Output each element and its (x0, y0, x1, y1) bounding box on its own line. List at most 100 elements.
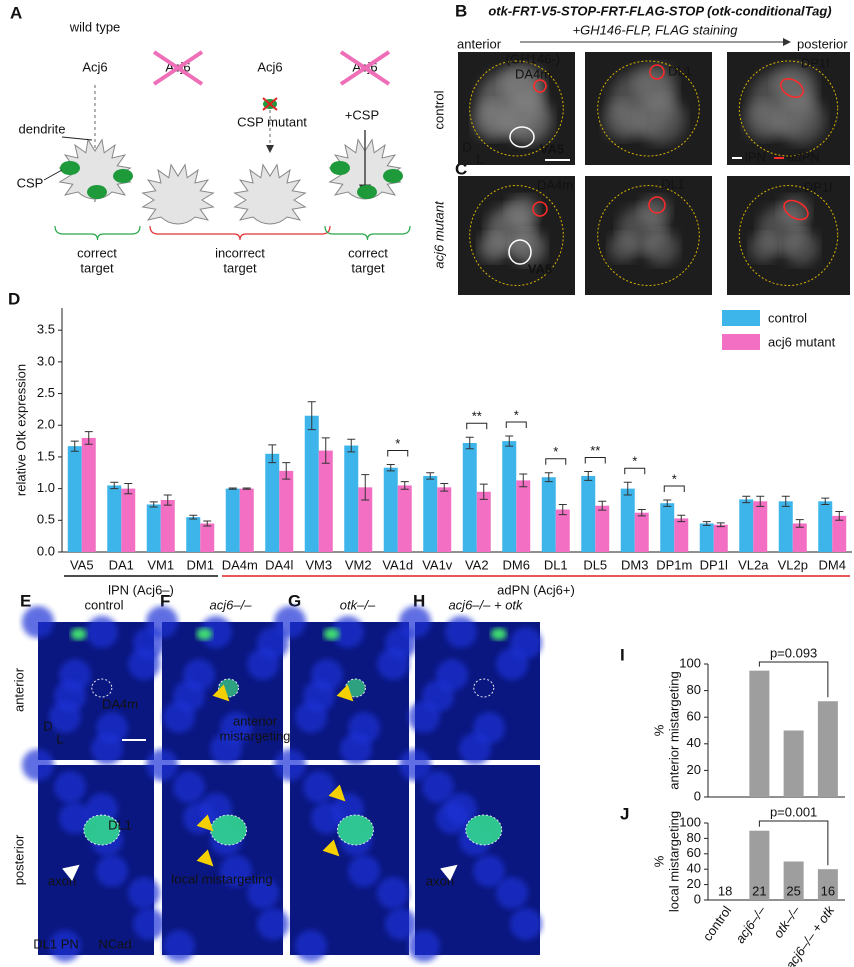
label: L (56, 731, 63, 746)
error-bar (268, 444, 277, 464)
label: D (462, 139, 471, 154)
texture (510, 908, 542, 940)
group-label: lPN (Acj6–) (108, 582, 174, 597)
glomerulus (508, 239, 532, 265)
texture (459, 733, 491, 765)
bar (660, 503, 675, 552)
texture (146, 606, 178, 638)
cross (152, 50, 204, 86)
texture (608, 233, 638, 262)
y-axis-label: %local mistargeting (652, 811, 682, 912)
sig-bracket (758, 661, 829, 698)
legend-label: control (768, 310, 807, 325)
error-bar (479, 483, 488, 500)
texture (478, 233, 508, 262)
bar (634, 512, 649, 552)
texture (210, 733, 242, 765)
brace (149, 225, 331, 241)
x-tick-label: VM1 (147, 557, 174, 572)
bar (699, 523, 714, 552)
texture (59, 802, 91, 834)
y-tick-label: 0 (694, 788, 701, 803)
texture (783, 229, 819, 265)
panel-label: H (413, 591, 425, 610)
label: VA5 (528, 261, 552, 276)
error-bar (519, 473, 528, 488)
glomerulus (218, 678, 240, 698)
n-label: 16 (821, 883, 835, 898)
cell-body (70, 628, 87, 640)
texture (377, 648, 409, 680)
bar (304, 415, 319, 552)
y-tick-label: 40 (687, 861, 701, 876)
label: D (43, 718, 52, 733)
texture (163, 701, 195, 733)
texture (473, 100, 513, 140)
panel-title: otk-FRT-V5-STOP-FRT-FLAG-STOP (otk-condi… (488, 3, 831, 18)
mutation-x (262, 97, 278, 111)
row-label: posterior (11, 834, 26, 885)
error-bar (386, 464, 395, 472)
x-tick-label: acj6–/– (732, 902, 769, 946)
texture (340, 733, 372, 765)
glomerulus (509, 126, 535, 148)
bar (674, 518, 689, 552)
texture (257, 908, 289, 940)
texture (332, 616, 364, 648)
bar (792, 523, 807, 552)
y-tick-label: 60 (687, 709, 701, 724)
cross (339, 50, 391, 86)
error-bar (440, 483, 449, 492)
p-value: p=0.093 (770, 645, 817, 660)
error-bar (228, 487, 237, 490)
row-label: anterior (11, 667, 26, 712)
sig-label: * (632, 454, 637, 469)
x-tick-label: DA4m (222, 557, 258, 572)
arrow (62, 864, 80, 881)
neuron (58, 138, 132, 200)
y-tick-label: 0.5 (37, 512, 55, 527)
texture (510, 229, 546, 265)
error-bar (426, 472, 435, 480)
panel-label: I (620, 645, 625, 664)
label: +GH146-FLP, FLAG staining (573, 22, 739, 37)
outline (597, 60, 700, 157)
bar (739, 499, 754, 552)
glomerulus (532, 201, 548, 217)
y-tick-label: 80 (687, 682, 701, 697)
label: dendrite (19, 121, 66, 136)
label: DL1 (108, 817, 132, 832)
error-bar (781, 495, 790, 507)
y-tick-label: 3.5 (37, 322, 55, 337)
bar (265, 453, 280, 552)
bar (778, 501, 793, 552)
texture (496, 877, 528, 909)
texture (247, 877, 279, 909)
outline (597, 185, 700, 286)
texture (632, 63, 677, 108)
bar (383, 467, 398, 552)
p-value: p=0.001 (770, 804, 817, 819)
bar (67, 446, 82, 552)
panel-label: J (620, 804, 629, 823)
bar (620, 488, 635, 552)
error-bar (558, 503, 567, 516)
sig-bracket (466, 422, 488, 430)
gene-label: Acj6 (257, 59, 282, 74)
bar (502, 441, 517, 552)
outline (469, 185, 564, 286)
column-title: control (84, 597, 123, 612)
y-tick-label: 2.0 (37, 417, 55, 432)
texture (408, 701, 440, 733)
arrowhead (196, 849, 214, 867)
label: anterior (457, 36, 502, 51)
texture (146, 749, 178, 781)
texture (500, 63, 545, 108)
bar (225, 488, 240, 552)
y-axis-label: relative Otk expression (13, 364, 28, 496)
sig-bracket (624, 467, 646, 475)
panel-label: D (8, 289, 20, 308)
y-tick-label: 20 (687, 876, 701, 891)
error-bar (795, 519, 804, 528)
